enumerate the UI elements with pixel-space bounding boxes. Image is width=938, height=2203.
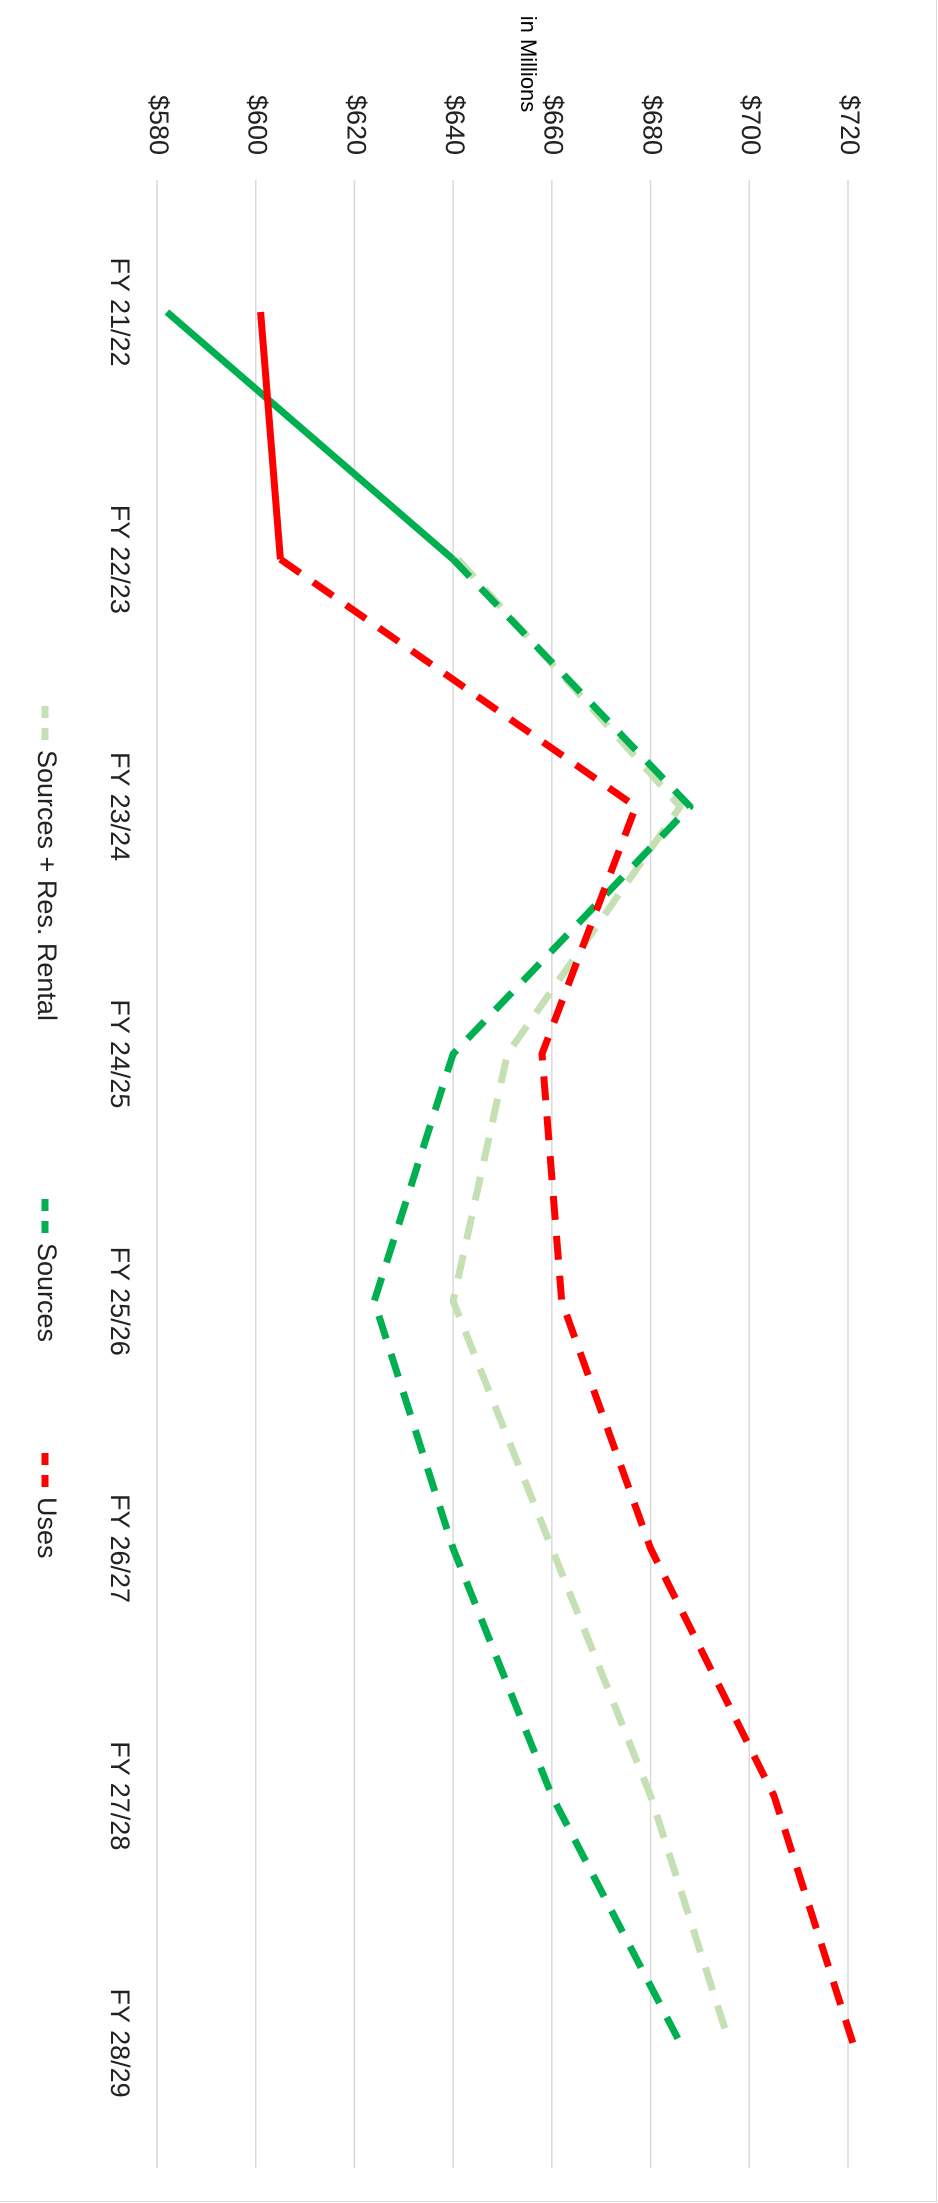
x-category-label: FY 22/23 [105, 505, 135, 614]
x-category-label: FY 21/22 [105, 257, 135, 366]
x-category-label: FY 27/28 [105, 1741, 135, 1850]
x-category-label: FY 24/25 [105, 999, 135, 1108]
y-tick-label: $680 [637, 95, 667, 155]
x-category-label: FY 26/27 [105, 1494, 135, 1603]
legend-label: Sources + Res. Rental [32, 750, 62, 1021]
y-tick-label: $600 [243, 95, 273, 155]
series-line-dashed [370, 556, 694, 2045]
y-tick-label: $620 [341, 95, 371, 155]
y-tick-label: $580 [144, 95, 174, 155]
legend-label: Sources [32, 1243, 62, 1342]
x-category-label: FY 25/26 [105, 1247, 135, 1356]
legend-label: Uses [32, 1497, 62, 1559]
legend: Sources + Res. Rental Sources Uses [32, 706, 62, 1559]
series-lines [164, 309, 857, 2045]
y-axis-ticks: $580 $600 $620 $640 $660 $680 $700 $720 [144, 95, 865, 155]
x-category-label: FY 23/24 [105, 752, 135, 861]
x-axis-categories: FY 21/22 FY 22/23 FY 23/24 FY 24/25 FY 25/26… [105, 257, 135, 2097]
y-tick-label: $720 [835, 95, 865, 155]
y-tick-label: $660 [539, 95, 569, 155]
series-line-solid [164, 309, 456, 562]
unit-label: in Millions [516, 16, 541, 113]
x-category-label: FY 28/29 [105, 1989, 135, 2098]
series-line-dashed [278, 556, 857, 2045]
series-line-dashed [449, 556, 733, 2045]
y-tick-label: $640 [440, 95, 470, 155]
y-tick-label: $700 [736, 95, 766, 155]
series-line-solid [257, 311, 284, 560]
gridlines [156, 180, 849, 2168]
